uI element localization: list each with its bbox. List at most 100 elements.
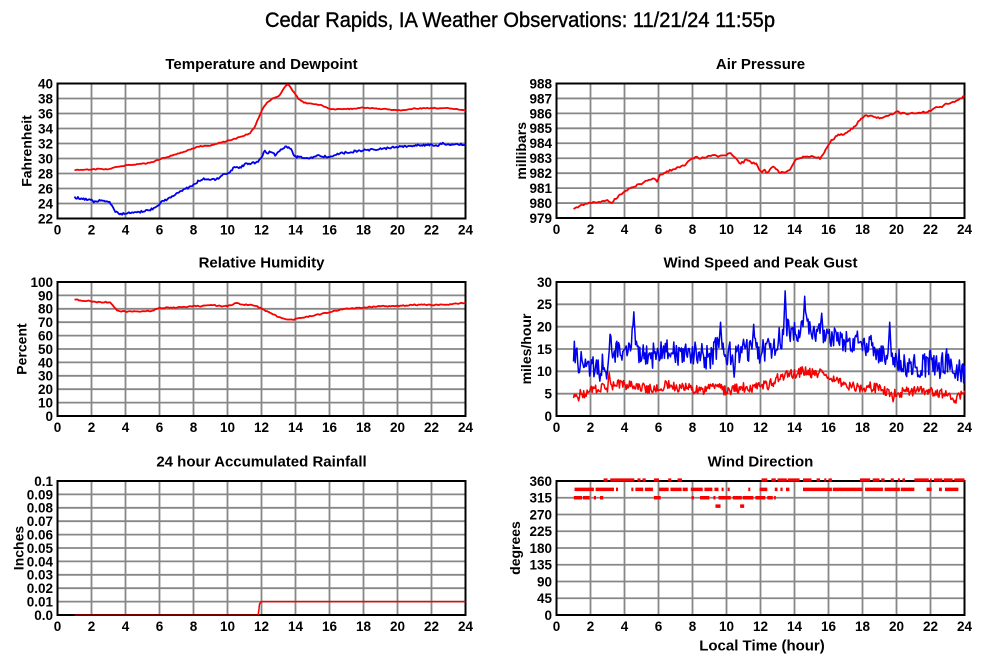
svg-text:24: 24 (458, 619, 474, 634)
svg-text:18: 18 (855, 619, 871, 634)
svg-text:Inches: Inches (11, 526, 27, 571)
svg-text:14: 14 (787, 619, 803, 634)
svg-text:0: 0 (45, 409, 53, 424)
svg-text:4: 4 (621, 619, 629, 634)
svg-text:Air Pressure: Air Pressure (716, 56, 805, 73)
svg-text:8: 8 (689, 420, 697, 435)
svg-text:4: 4 (621, 420, 629, 435)
svg-text:18: 18 (356, 619, 372, 634)
svg-text:Relative Humidity: Relative Humidity (199, 255, 326, 272)
svg-text:135: 135 (529, 558, 552, 573)
svg-text:0: 0 (54, 619, 62, 634)
svg-text:0: 0 (553, 222, 561, 237)
svg-text:22: 22 (424, 223, 439, 238)
svg-text:Fahrenheit: Fahrenheit (19, 115, 35, 187)
svg-text:10: 10 (537, 364, 552, 379)
svg-text:20: 20 (390, 420, 405, 435)
svg-text:16: 16 (821, 420, 837, 435)
svg-text:2: 2 (587, 619, 595, 634)
svg-text:360: 360 (529, 474, 552, 489)
svg-text:40: 40 (38, 76, 53, 91)
svg-text:986: 986 (529, 106, 552, 121)
svg-text:0.01: 0.01 (27, 595, 54, 610)
svg-text:315: 315 (529, 491, 552, 506)
svg-text:0.07: 0.07 (27, 514, 53, 529)
svg-text:12: 12 (753, 222, 768, 237)
svg-text:0: 0 (553, 619, 561, 634)
svg-text:0: 0 (544, 608, 552, 623)
svg-text:0.08: 0.08 (27, 501, 54, 516)
svg-text:180: 180 (529, 541, 552, 556)
svg-text:0: 0 (54, 420, 62, 435)
svg-text:14: 14 (288, 420, 304, 435)
svg-text:987: 987 (529, 91, 552, 106)
svg-text:0.1: 0.1 (34, 474, 53, 489)
svg-text:982: 982 (529, 166, 552, 181)
svg-text:24: 24 (957, 420, 973, 435)
svg-text:38: 38 (38, 91, 54, 106)
svg-text:2: 2 (587, 222, 595, 237)
svg-text:985: 985 (529, 121, 552, 136)
svg-text:24: 24 (38, 196, 54, 211)
svg-text:26: 26 (38, 181, 54, 196)
svg-text:0.0: 0.0 (34, 608, 53, 623)
svg-text:30: 30 (38, 369, 53, 384)
svg-text:15: 15 (537, 342, 553, 357)
svg-text:14: 14 (288, 223, 304, 238)
svg-text:90: 90 (38, 288, 53, 303)
svg-text:10: 10 (719, 619, 734, 634)
svg-text:Wind Direction: Wind Direction (708, 454, 814, 471)
svg-text:8: 8 (190, 619, 198, 634)
svg-text:16: 16 (322, 420, 338, 435)
svg-text:18: 18 (855, 222, 871, 237)
svg-text:4: 4 (122, 223, 130, 238)
svg-text:0: 0 (553, 420, 561, 435)
svg-text:4: 4 (122, 619, 130, 634)
svg-text:8: 8 (689, 619, 697, 634)
svg-text:20: 20 (537, 320, 552, 335)
svg-text:16: 16 (322, 223, 338, 238)
svg-text:12: 12 (753, 420, 768, 435)
svg-text:16: 16 (821, 222, 837, 237)
svg-text:34: 34 (38, 121, 54, 136)
svg-text:6: 6 (655, 420, 663, 435)
svg-text:6: 6 (156, 420, 164, 435)
svg-text:2: 2 (88, 223, 96, 238)
svg-text:10: 10 (220, 420, 235, 435)
svg-text:12: 12 (753, 619, 768, 634)
svg-text:980: 980 (529, 196, 552, 211)
svg-text:50: 50 (38, 342, 53, 357)
svg-text:0.02: 0.02 (27, 581, 53, 596)
svg-text:45: 45 (537, 591, 553, 606)
svg-text:25: 25 (537, 297, 553, 312)
svg-text:981: 981 (529, 181, 552, 196)
svg-text:12: 12 (254, 223, 269, 238)
svg-text:10: 10 (719, 222, 734, 237)
svg-text:20: 20 (889, 222, 904, 237)
svg-text:100: 100 (30, 275, 53, 290)
svg-text:miles/hour: miles/hour (518, 313, 534, 384)
svg-text:14: 14 (787, 420, 803, 435)
svg-text:16: 16 (322, 619, 338, 634)
svg-text:Wind Speed and Peak Gust: Wind Speed and Peak Gust (663, 255, 857, 272)
svg-text:10: 10 (220, 619, 235, 634)
svg-text:4: 4 (122, 420, 130, 435)
svg-text:70: 70 (38, 315, 53, 330)
svg-text:32: 32 (38, 136, 53, 151)
svg-text:270: 270 (529, 507, 552, 522)
svg-text:40: 40 (38, 355, 53, 370)
svg-text:2: 2 (88, 420, 96, 435)
svg-text:6: 6 (655, 619, 663, 634)
svg-text:28: 28 (38, 166, 54, 181)
svg-text:0.06: 0.06 (27, 528, 54, 543)
svg-text:5: 5 (544, 387, 552, 402)
svg-text:24: 24 (957, 222, 973, 237)
svg-text:20: 20 (390, 223, 405, 238)
svg-text:24: 24 (458, 420, 474, 435)
svg-text:24: 24 (458, 223, 474, 238)
svg-text:Cedar Rapids, IA Weather Obser: Cedar Rapids, IA Weather Observations: 1… (265, 8, 775, 32)
svg-text:2: 2 (587, 420, 595, 435)
svg-text:18: 18 (356, 420, 372, 435)
svg-text:8: 8 (689, 222, 697, 237)
svg-text:14: 14 (787, 222, 803, 237)
